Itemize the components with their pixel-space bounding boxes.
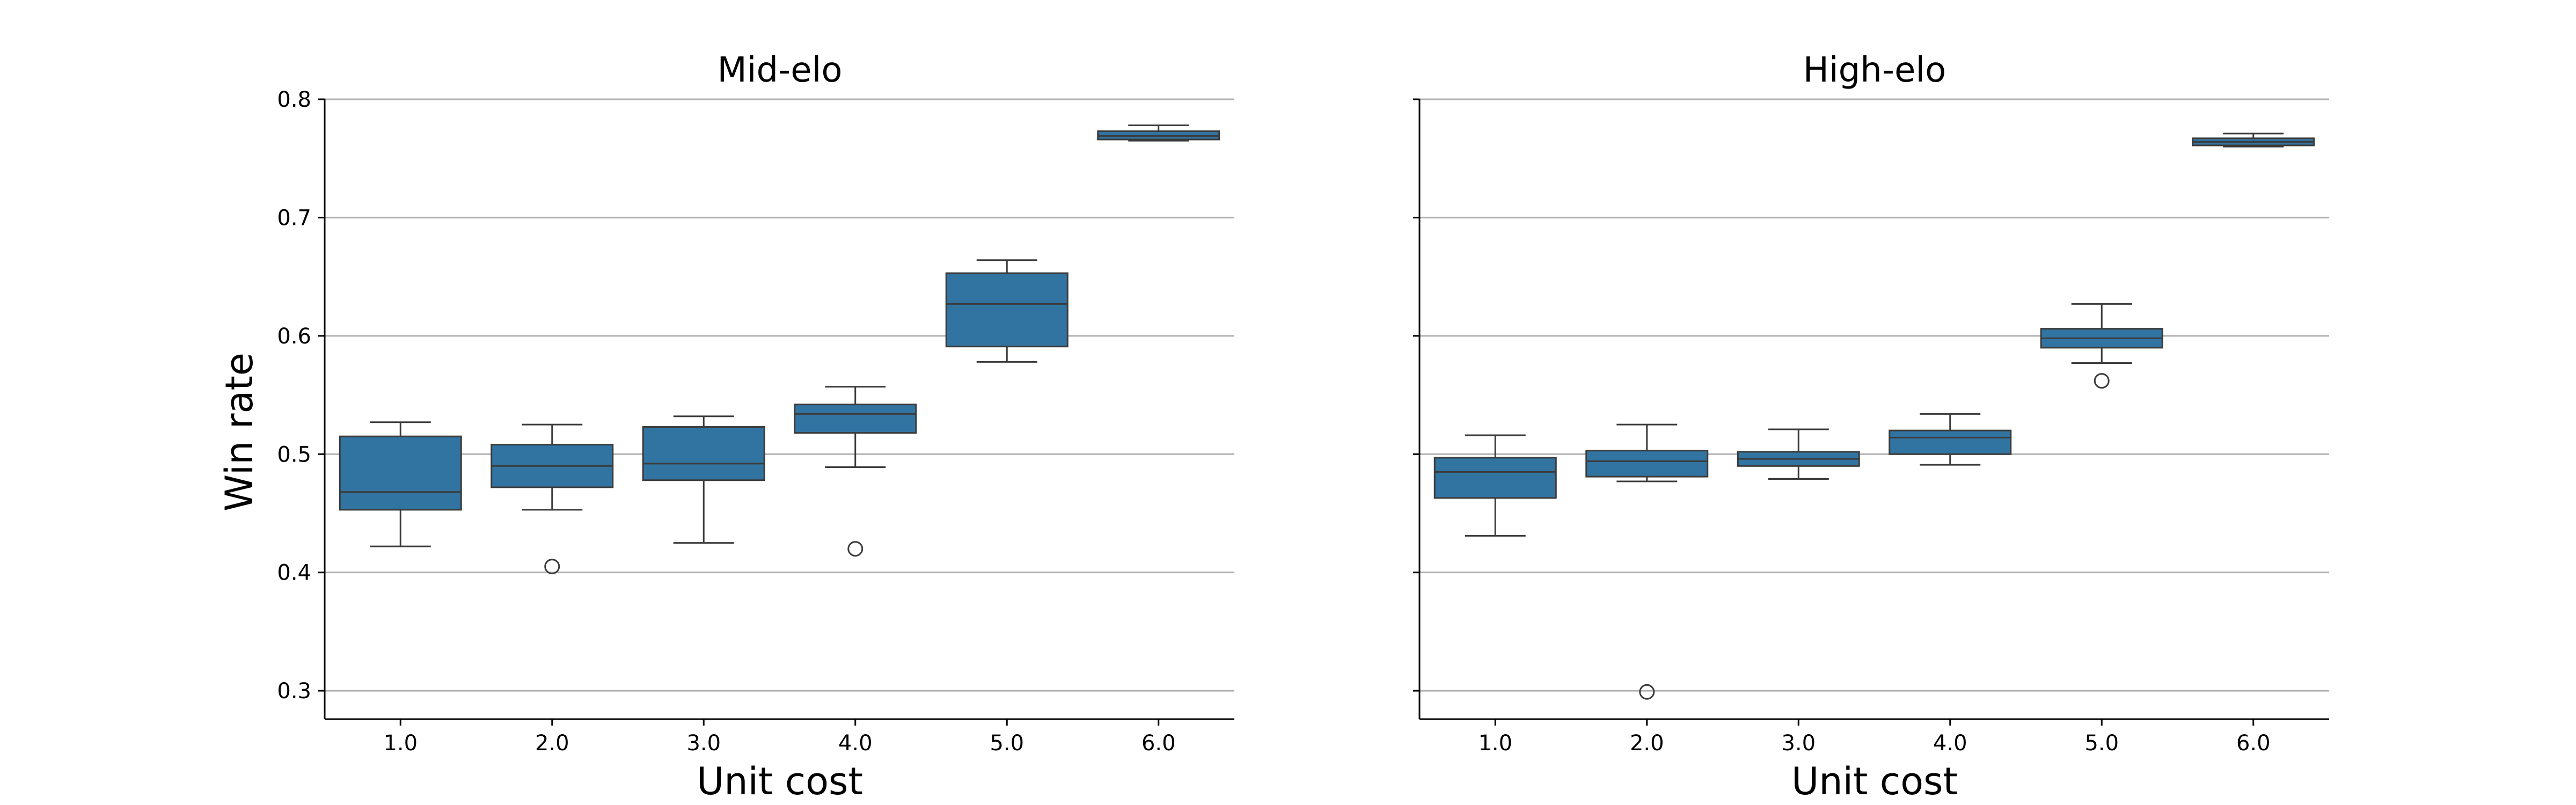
box-group (794, 386, 917, 557)
grid-mid-elo (325, 98, 1234, 692)
x-tick-label: 4.0 (838, 731, 873, 756)
box-group (491, 423, 614, 575)
y-tick-label: 0.7 (277, 206, 311, 230)
axes-high-elo: 1.0 2.0 3.0 4.0 5.0 6.0 (1413, 98, 2329, 756)
box-iqr (794, 404, 917, 434)
box-group (1737, 428, 1860, 480)
box-iqr (1585, 450, 1709, 478)
panel-high-elo: High-elo Unit cost 1.0 2.0 3.0 4.0 5.0 6.0 (1413, 50, 2329, 803)
panel-title-mid-elo: Mid-elo (717, 50, 842, 90)
box-iqr (642, 426, 765, 481)
box-group (1097, 124, 1220, 142)
box-iqr (339, 435, 462, 511)
box-group (1889, 413, 2012, 466)
box-group (945, 259, 1069, 363)
box-group (2192, 133, 2315, 148)
box-group (2040, 303, 2163, 389)
box-group (1433, 434, 1557, 537)
x-axis-label-high-elo: Unit cost (1791, 759, 1958, 803)
y-axis-label-mid-elo: Win rate (217, 353, 261, 511)
y-tick-label: 0.5 (277, 442, 311, 467)
grid-high-elo (1419, 98, 2329, 692)
x-axis-label-mid-elo: Unit cost (697, 759, 863, 803)
x-tick-label: 6.0 (1141, 731, 1176, 756)
outlier-point (1639, 684, 1655, 700)
y-tick-label: 0.4 (277, 561, 311, 586)
x-tick-label: 4.0 (1933, 731, 1967, 756)
outlier-point (847, 541, 863, 557)
boxes-high-elo (1433, 133, 2315, 700)
x-tick-label: 3.0 (1781, 731, 1816, 756)
x-tick-label: 2.0 (1630, 731, 1664, 756)
y-tick-label: 0.8 (277, 87, 311, 112)
outlier-point (544, 559, 560, 575)
y-tick-label: 0.3 (277, 679, 311, 704)
y-tick-label: 0.6 (277, 324, 311, 349)
x-tick-label: 1.0 (383, 731, 418, 756)
x-tick-label: 3.0 (686, 731, 721, 756)
panel-mid-elo: Mid-elo Unit cost Win rate 0.30.40.50.60… (217, 50, 1234, 803)
box-iqr (945, 272, 1069, 348)
axes-mid-elo: 0.3 0.4 0.5 0.6 0.7 0.8 1.0 2.0 3.0 4.0 5.0 6.0 (277, 87, 1234, 756)
box-group (339, 421, 462, 547)
boxes-mid-elo (339, 124, 1220, 575)
panel-title-high-elo: High-elo (1803, 50, 1946, 90)
outlier-point (2094, 373, 2110, 389)
box-group (1585, 423, 1709, 700)
box-iqr (1889, 429, 2012, 455)
x-tick-label: 6.0 (2236, 731, 2271, 756)
x-tick-label: 2.0 (535, 731, 569, 756)
box-group (642, 415, 765, 544)
x-tick-label: 5.0 (990, 731, 1024, 756)
box-iqr (1433, 457, 1557, 499)
x-tick-label: 1.0 (1478, 731, 1512, 756)
x-tick-label: 5.0 (2084, 731, 2119, 756)
